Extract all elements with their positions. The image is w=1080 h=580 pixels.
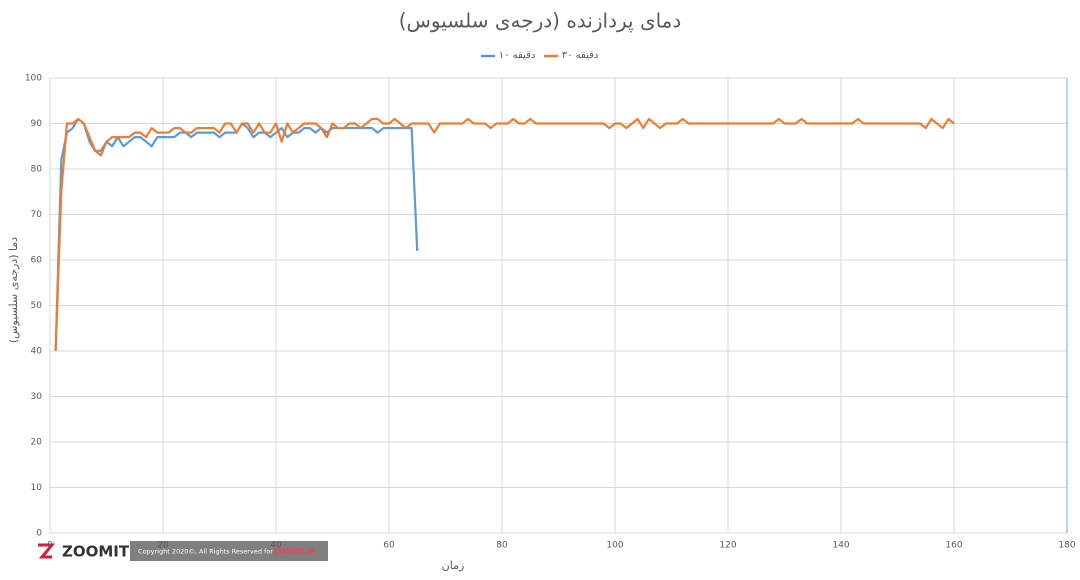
x-tick-label: 80 bbox=[496, 541, 508, 551]
x-tick-label: 160 bbox=[945, 541, 962, 551]
watermark: ZOOMIT Copyright 2020©, All Rights Reser… bbox=[30, 541, 328, 561]
x-tick-label: 180 bbox=[1058, 541, 1075, 551]
x-tick-label: 40 bbox=[270, 541, 282, 551]
y-tick-label: 30 bbox=[31, 392, 43, 402]
x-tick-label: 0 bbox=[47, 541, 53, 551]
y-axis-title: دما (درجه‌ی سلسیوس) bbox=[7, 237, 20, 343]
y-tick-label: 0 bbox=[36, 529, 42, 539]
y-tick-label: 50 bbox=[31, 301, 43, 311]
y-tick-label: 60 bbox=[31, 256, 43, 266]
y-tick-label: 10 bbox=[31, 483, 43, 493]
y-tick-label: 70 bbox=[31, 210, 43, 220]
logo: ZOOMIT bbox=[62, 543, 130, 561]
y-tick-label: 100 bbox=[25, 74, 42, 84]
x-tick-label: 100 bbox=[606, 541, 623, 551]
site: ZOOMIT.IR bbox=[274, 548, 316, 556]
logo-icon bbox=[38, 543, 56, 559]
logo-box bbox=[30, 541, 130, 561]
legend-label: ۳۰ دقیقه bbox=[562, 50, 599, 61]
y-tick-label: 20 bbox=[31, 438, 43, 448]
chart-title: دمای پردازنده (درجه‌ی سلسیوس) bbox=[399, 9, 682, 34]
x-tick-label: 20 bbox=[157, 541, 169, 551]
x-tick-label: 120 bbox=[719, 541, 736, 551]
x-tick-label: 140 bbox=[832, 541, 849, 551]
series-line bbox=[54, 117, 955, 352]
y-tick-label: 90 bbox=[31, 119, 43, 129]
x-tick-label: 60 bbox=[383, 541, 395, 551]
series-line bbox=[54, 117, 419, 352]
x-axis-title: زمان bbox=[442, 559, 465, 572]
legend-label: ۱۰ دقیقه bbox=[499, 50, 536, 61]
y-tick-label: 80 bbox=[31, 165, 43, 175]
copyright-box bbox=[130, 541, 328, 561]
copyright: Copyright 2020©, All Rights Reserved for bbox=[138, 548, 273, 556]
y-tick-label: 40 bbox=[31, 347, 43, 357]
